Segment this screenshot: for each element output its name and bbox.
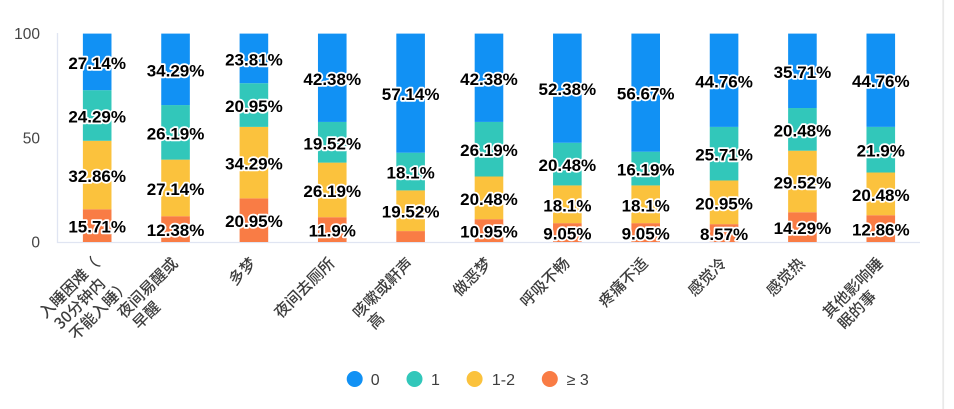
svg-text:52.38%: 52.38% (539, 80, 597, 99)
svg-text:0: 0 (371, 372, 380, 389)
svg-text:16.19%: 16.19% (617, 161, 675, 180)
svg-text:12.38%: 12.38% (147, 221, 205, 240)
svg-text:20.95%: 20.95% (225, 212, 283, 231)
svg-text:12.86%: 12.86% (852, 221, 910, 240)
svg-text:26.19%: 26.19% (303, 182, 361, 201)
svg-text:20.48%: 20.48% (460, 190, 518, 209)
svg-text:20.95%: 20.95% (225, 97, 283, 116)
svg-text:42.38%: 42.38% (460, 70, 518, 89)
svg-text:20.48%: 20.48% (539, 156, 597, 175)
svg-text:44.76%: 44.76% (695, 72, 753, 91)
svg-text:26.19%: 26.19% (460, 141, 518, 160)
svg-text:25.71%: 25.71% (695, 146, 753, 165)
svg-text:56.67%: 56.67% (617, 85, 675, 104)
svg-text:9.05%: 9.05% (543, 225, 591, 244)
svg-text:1-2: 1-2 (492, 372, 515, 389)
svg-text:19.52%: 19.52% (382, 203, 440, 222)
svg-text:42.38%: 42.38% (303, 70, 361, 89)
svg-text:20.95%: 20.95% (695, 194, 753, 213)
svg-text:50: 50 (23, 130, 41, 147)
svg-text:11.9%: 11.9% (309, 222, 356, 241)
svg-text:21.9%: 21.9% (857, 142, 905, 161)
svg-text:57.14%: 57.14% (382, 85, 440, 104)
svg-text:34.29%: 34.29% (225, 155, 283, 174)
svg-text:26.19%: 26.19% (147, 124, 205, 143)
svg-text:44.76%: 44.76% (852, 72, 910, 91)
svg-text:23.81%: 23.81% (225, 50, 283, 69)
svg-text:18.1%: 18.1% (387, 164, 435, 183)
svg-text:18.1%: 18.1% (543, 196, 591, 215)
svg-text:8.57%: 8.57% (700, 225, 748, 244)
svg-text:19.52%: 19.52% (303, 134, 361, 153)
svg-text:15.71%: 15.71% (68, 218, 126, 237)
svg-text:24.29%: 24.29% (68, 107, 126, 126)
svg-text:20.48%: 20.48% (852, 186, 910, 205)
svg-text:≥ 3: ≥ 3 (567, 372, 589, 389)
svg-text:34.29%: 34.29% (147, 61, 205, 80)
svg-text:27.14%: 27.14% (68, 54, 126, 73)
svg-text:9.05%: 9.05% (622, 225, 670, 244)
svg-text:27.14%: 27.14% (147, 180, 205, 199)
svg-text:32.86%: 32.86% (68, 167, 126, 186)
svg-text:20.48%: 20.48% (774, 121, 832, 140)
svg-text:29.52%: 29.52% (774, 173, 832, 192)
svg-text:10.95%: 10.95% (460, 223, 518, 242)
svg-text:100: 100 (14, 26, 40, 43)
svg-text:18.1%: 18.1% (622, 196, 670, 215)
svg-text:0: 0 (31, 235, 40, 252)
svg-text:35.71%: 35.71% (774, 63, 832, 82)
svg-text:14.29%: 14.29% (774, 219, 832, 238)
svg-text:1: 1 (431, 372, 440, 389)
